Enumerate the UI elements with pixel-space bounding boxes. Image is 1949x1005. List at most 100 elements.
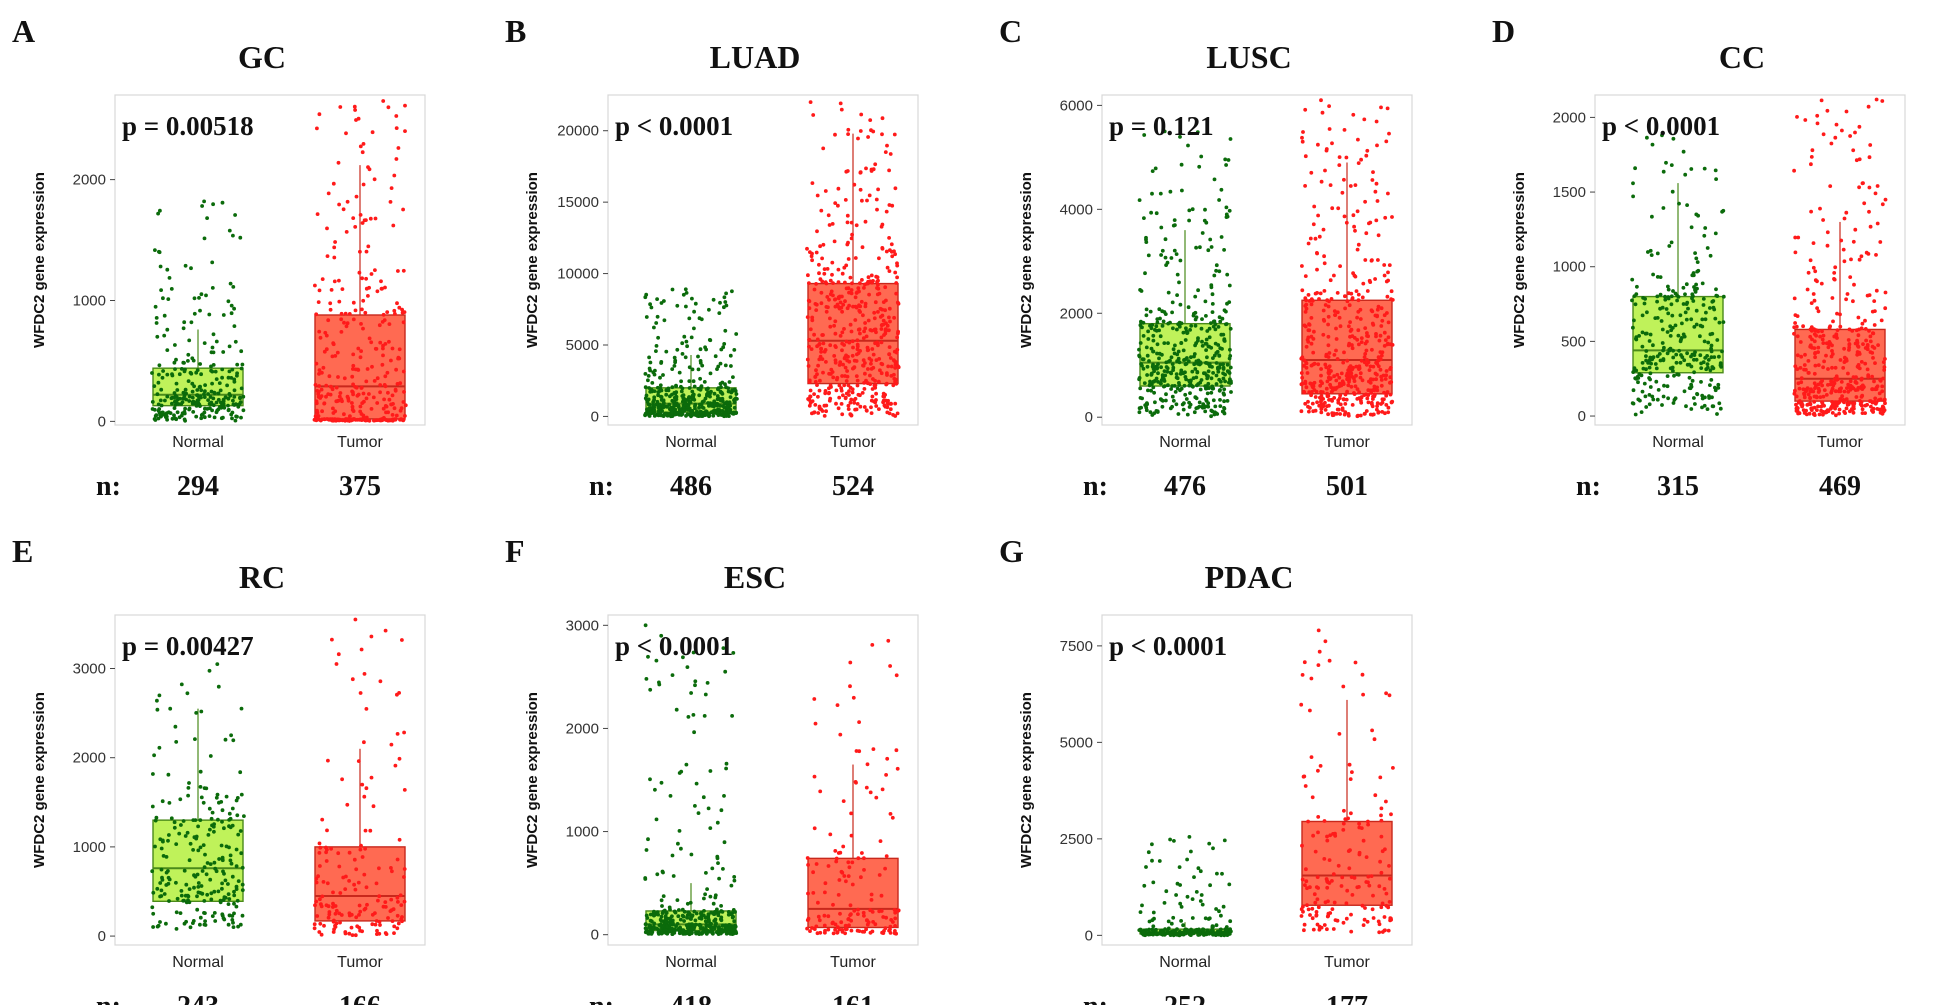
- data-point: [1157, 356, 1161, 361]
- data-point: [1675, 298, 1679, 303]
- data-point: [1631, 370, 1636, 374]
- data-point: [1842, 409, 1847, 414]
- data-point: [1838, 397, 1843, 401]
- data-point: [883, 392, 887, 397]
- data-point: [1842, 259, 1847, 264]
- data-point: [1384, 139, 1389, 144]
- data-point: [843, 198, 848, 202]
- data-point: [1334, 348, 1338, 353]
- data-point: [321, 365, 326, 370]
- data-point: [1366, 819, 1370, 824]
- data-point: [814, 302, 819, 307]
- data-point: [1317, 234, 1322, 239]
- data-point: [181, 819, 186, 823]
- data-point: [1306, 399, 1310, 404]
- data-point: [699, 402, 704, 406]
- data-point: [1805, 287, 1810, 292]
- data-point: [655, 385, 660, 390]
- x-category-label-tumor: Tumor: [830, 434, 876, 451]
- data-point: [1199, 326, 1204, 331]
- data-point: [157, 249, 161, 254]
- data-point: [865, 348, 870, 353]
- data-point: [849, 220, 854, 225]
- data-point: [1871, 331, 1875, 336]
- data-point: [1353, 660, 1358, 665]
- data-point: [1683, 292, 1687, 297]
- data-point: [665, 924, 669, 929]
- data-point: [1658, 292, 1663, 297]
- data-point: [1362, 917, 1367, 922]
- data-point: [221, 313, 226, 317]
- data-point: [1334, 337, 1339, 341]
- data-point: [813, 403, 818, 407]
- data-point: [680, 352, 685, 356]
- data-point: [1300, 375, 1305, 380]
- data-point: [1168, 370, 1173, 375]
- data-point: [1312, 329, 1316, 334]
- data-point: [352, 104, 357, 109]
- n-count-tumor: 524: [832, 471, 874, 502]
- data-point: [648, 687, 653, 692]
- data-point: [325, 254, 330, 258]
- y-tick-label: 2000: [73, 750, 106, 767]
- data-point: [1222, 406, 1227, 411]
- data-point: [893, 401, 898, 406]
- data-point: [1145, 364, 1150, 369]
- data-point: [1318, 395, 1322, 400]
- data-point: [1823, 410, 1828, 415]
- data-point: [1706, 340, 1711, 345]
- data-point: [702, 399, 706, 403]
- data-point: [160, 799, 165, 804]
- x-category-label-tumor: Tumor: [337, 434, 383, 451]
- data-point: [1332, 396, 1337, 400]
- data-point: [861, 363, 866, 368]
- data-point: [1870, 309, 1875, 314]
- data-point: [658, 413, 663, 418]
- data-point: [668, 394, 672, 399]
- data-point: [343, 418, 347, 423]
- data-point: [712, 912, 717, 916]
- data-point: [1186, 143, 1190, 148]
- data-point: [647, 406, 651, 411]
- data-point: [1689, 384, 1694, 389]
- data-point: [1314, 885, 1319, 889]
- data-point: [878, 306, 883, 311]
- data-point: [728, 395, 733, 399]
- data-point: [358, 691, 363, 695]
- data-point: [1365, 148, 1370, 153]
- data-point: [1166, 341, 1170, 345]
- data-point: [833, 360, 838, 365]
- data-point: [1709, 349, 1714, 354]
- data-point: [659, 898, 664, 903]
- data-point: [696, 811, 701, 815]
- panel-letter: A: [12, 13, 35, 49]
- data-point: [314, 312, 319, 317]
- data-point: [861, 358, 866, 362]
- data-point: [817, 388, 822, 393]
- data-point: [201, 843, 206, 847]
- data-point: [1839, 386, 1843, 391]
- data-point: [1692, 357, 1696, 362]
- data-point: [228, 281, 233, 286]
- data-point: [1828, 407, 1833, 411]
- data-point: [1318, 291, 1323, 296]
- data-point: [1809, 301, 1814, 305]
- data-point: [1141, 334, 1146, 338]
- data-point: [382, 383, 387, 387]
- data-point: [1693, 251, 1697, 256]
- data-point: [172, 413, 176, 418]
- data-point: [162, 333, 167, 338]
- data-point: [862, 329, 866, 334]
- data-point: [855, 928, 860, 933]
- data-point: [1645, 310, 1649, 315]
- data-point: [1820, 409, 1825, 414]
- data-point: [815, 344, 819, 349]
- data-point: [1387, 864, 1391, 868]
- data-point: [1155, 342, 1160, 347]
- data-point: [1150, 364, 1155, 369]
- data-point: [848, 275, 853, 280]
- tumor-points: [1299, 628, 1395, 935]
- data-point: [1150, 169, 1155, 174]
- data-point: [1304, 365, 1309, 370]
- data-point: [214, 377, 219, 381]
